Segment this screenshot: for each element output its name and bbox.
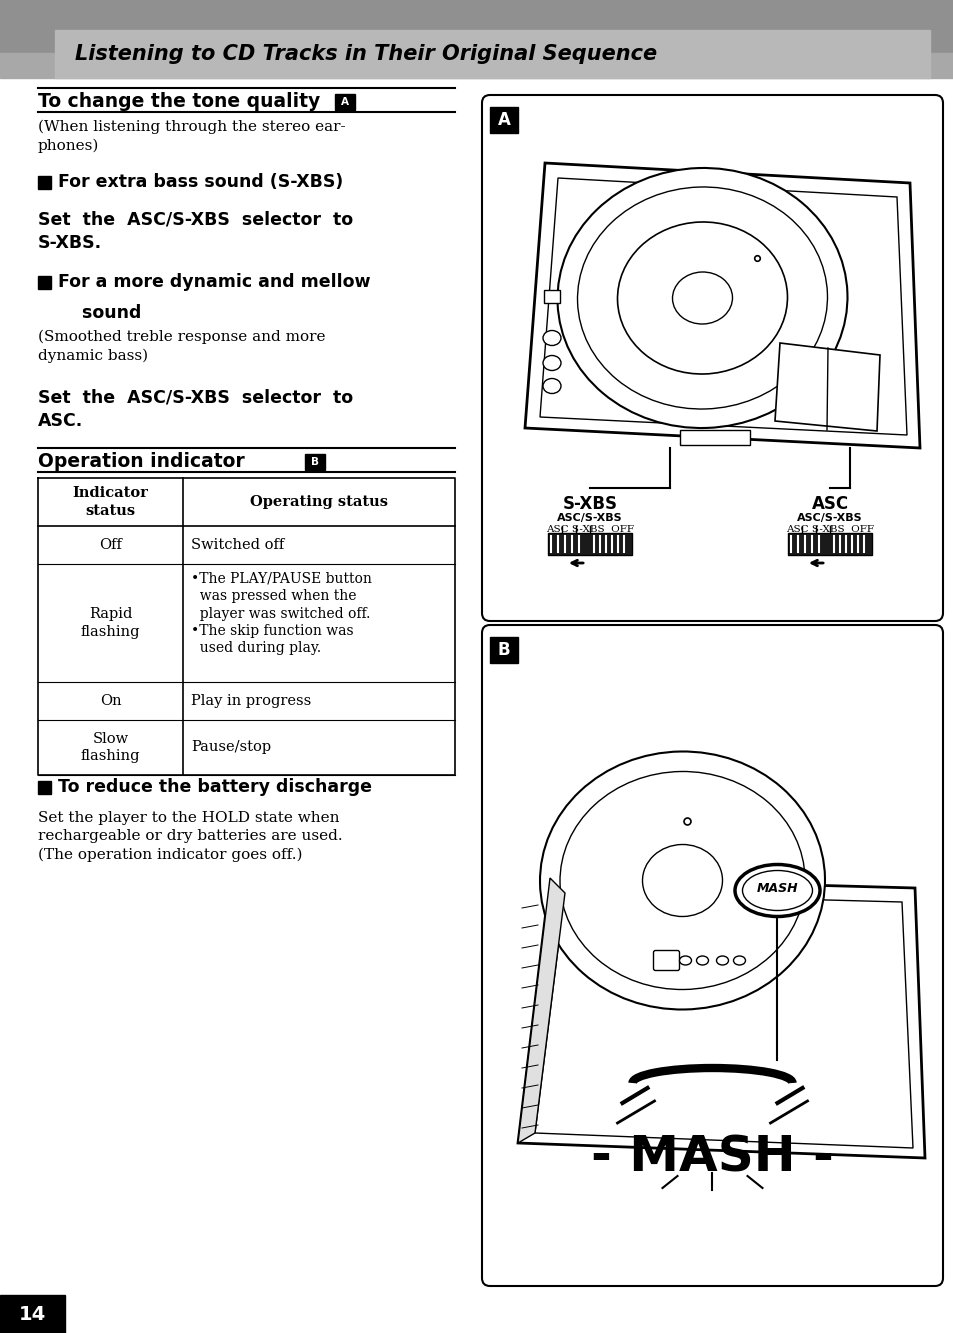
Bar: [547, 533, 631, 555]
Text: Indicator
status: Indicator status: [72, 487, 149, 517]
Bar: [38, 276, 51, 289]
Text: Play in progress: Play in progress: [191, 694, 311, 708]
Ellipse shape: [542, 356, 560, 371]
Bar: [0, 1294, 65, 1333]
Ellipse shape: [741, 870, 812, 910]
Bar: [787, 533, 871, 555]
Text: Set the player to the HOLD state when
rechargeable or dry batteries are used.
(T: Set the player to the HOLD state when re…: [38, 810, 342, 862]
Text: Slow
flashing: Slow flashing: [81, 732, 140, 764]
Polygon shape: [517, 878, 564, 1142]
FancyBboxPatch shape: [653, 950, 679, 970]
Text: (When listening through the stereo ear-
phones): (When listening through the stereo ear- …: [38, 120, 345, 153]
Text: To change the tone quality: To change the tone quality: [38, 92, 320, 111]
Ellipse shape: [716, 956, 728, 965]
Ellipse shape: [539, 752, 824, 1009]
Polygon shape: [517, 878, 924, 1158]
Text: To reduce the battery discharge: To reduce the battery discharge: [58, 778, 372, 796]
Text: - MASH -: - MASH -: [591, 1133, 833, 1181]
Ellipse shape: [672, 272, 732, 324]
Bar: [305, 455, 325, 471]
Text: ASC/S-XBS: ASC/S-XBS: [557, 513, 622, 523]
Text: ASC/S-XBS: ASC/S-XBS: [797, 513, 862, 523]
Ellipse shape: [734, 865, 820, 917]
Text: For a more dynamic and mellow: For a more dynamic and mellow: [58, 273, 370, 291]
Bar: [490, 637, 517, 663]
Polygon shape: [539, 179, 906, 435]
Ellipse shape: [617, 223, 786, 375]
Text: Operating status: Operating status: [250, 495, 388, 509]
Text: Off: Off: [99, 539, 122, 552]
Ellipse shape: [679, 956, 691, 965]
Text: ASC S-XBS  OFF: ASC S-XBS OFF: [545, 525, 634, 535]
Text: A: A: [340, 97, 349, 107]
Ellipse shape: [542, 379, 560, 393]
Text: •The PLAY/PAUSE button
  was pressed when the
  player was switched off.
•The sk: •The PLAY/PAUSE button was pressed when …: [191, 572, 372, 656]
Ellipse shape: [577, 187, 826, 409]
Text: ASC S-XBS  OFF: ASC S-XBS OFF: [785, 525, 873, 535]
Polygon shape: [524, 163, 919, 448]
Text: Set  the  ASC/S-XBS  selector  to
ASC.: Set the ASC/S-XBS selector to ASC.: [38, 388, 353, 431]
Text: S-XBS: S-XBS: [562, 495, 617, 513]
Text: MASH: MASH: [756, 882, 798, 894]
Text: Switched off: Switched off: [191, 539, 284, 552]
Polygon shape: [535, 893, 912, 1148]
Bar: [38, 176, 51, 189]
FancyBboxPatch shape: [481, 625, 942, 1286]
Bar: [490, 107, 517, 133]
Bar: [543, 291, 559, 303]
Ellipse shape: [641, 845, 721, 917]
Polygon shape: [774, 343, 879, 431]
Bar: [38, 781, 51, 794]
Text: For extra bass sound (S-XBS): For extra bass sound (S-XBS): [58, 173, 343, 191]
Bar: [0, 53, 953, 79]
Text: Listening to CD Tracks in Their Original Sequence: Listening to CD Tracks in Their Original…: [75, 44, 657, 64]
Text: On: On: [99, 694, 121, 708]
Text: B: B: [311, 457, 318, 467]
Text: sound: sound: [58, 304, 141, 323]
Text: Rapid
flashing: Rapid flashing: [81, 608, 140, 639]
Bar: [55, 31, 929, 79]
Text: A: A: [497, 111, 510, 129]
Text: B: B: [497, 641, 510, 659]
Text: ASC: ASC: [811, 495, 847, 513]
Text: Pause/stop: Pause/stop: [191, 741, 271, 754]
Text: 14: 14: [18, 1305, 46, 1324]
Text: Set  the  ASC/S-XBS  selector  to
S-XBS.: Set the ASC/S-XBS selector to S-XBS.: [38, 211, 353, 252]
Ellipse shape: [557, 168, 846, 428]
Text: Operation indicator: Operation indicator: [38, 452, 245, 471]
Ellipse shape: [559, 772, 804, 989]
Ellipse shape: [696, 956, 708, 965]
FancyBboxPatch shape: [481, 95, 942, 621]
Ellipse shape: [733, 956, 744, 965]
Text: (Smoothed treble response and more
dynamic bass): (Smoothed treble response and more dynam…: [38, 331, 325, 364]
Bar: [679, 431, 749, 445]
Ellipse shape: [542, 331, 560, 345]
Bar: [335, 95, 355, 111]
Bar: [0, 0, 953, 53]
